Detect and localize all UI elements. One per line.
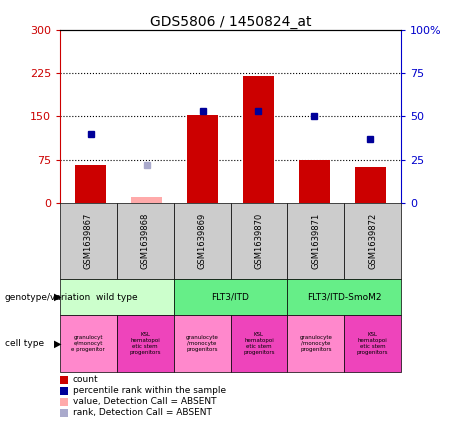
Text: GSM1639872: GSM1639872 xyxy=(368,213,377,269)
Text: genotype/variation: genotype/variation xyxy=(5,293,91,302)
Text: FLT3/ITD: FLT3/ITD xyxy=(212,293,249,302)
Text: count: count xyxy=(73,375,99,385)
Text: percentile rank within the sample: percentile rank within the sample xyxy=(73,386,226,396)
Text: ▶: ▶ xyxy=(54,292,62,302)
Text: granulocyte
/monocyte
progenitors: granulocyte /monocyte progenitors xyxy=(186,335,219,352)
Text: value, Detection Call = ABSENT: value, Detection Call = ABSENT xyxy=(73,397,216,407)
Bar xyxy=(243,76,274,203)
Text: GDS5806 / 1450824_at: GDS5806 / 1450824_at xyxy=(150,15,311,29)
Text: KSL
hematopoi
etic stem
progenitors: KSL hematopoi etic stem progenitors xyxy=(357,332,388,355)
Text: wild type: wild type xyxy=(96,293,137,302)
Text: GSM1639867: GSM1639867 xyxy=(84,213,93,269)
Text: ▶: ▶ xyxy=(54,339,62,349)
Text: cell type: cell type xyxy=(5,339,44,348)
Text: KSL
hematopoi
etic stem
progenitors: KSL hematopoi etic stem progenitors xyxy=(130,332,161,355)
Text: rank, Detection Call = ABSENT: rank, Detection Call = ABSENT xyxy=(73,408,212,418)
Text: granulocyte
/monocyte
progenitors: granulocyte /monocyte progenitors xyxy=(299,335,332,352)
Text: GSM1639871: GSM1639871 xyxy=(311,213,320,269)
Text: granulocyt
e/monocyt
e progenitor: granulocyt e/monocyt e progenitor xyxy=(71,335,105,352)
Bar xyxy=(355,167,386,203)
Bar xyxy=(187,115,218,203)
Text: GSM1639868: GSM1639868 xyxy=(141,213,150,269)
Bar xyxy=(299,160,330,203)
Text: FLT3/ITD-SmoM2: FLT3/ITD-SmoM2 xyxy=(307,293,381,302)
Text: GSM1639869: GSM1639869 xyxy=(198,213,207,269)
Text: KSL
hematopoi
etic stem
progenitors: KSL hematopoi etic stem progenitors xyxy=(243,332,275,355)
Text: GSM1639870: GSM1639870 xyxy=(254,213,263,269)
Bar xyxy=(75,165,106,203)
Bar xyxy=(131,197,162,203)
